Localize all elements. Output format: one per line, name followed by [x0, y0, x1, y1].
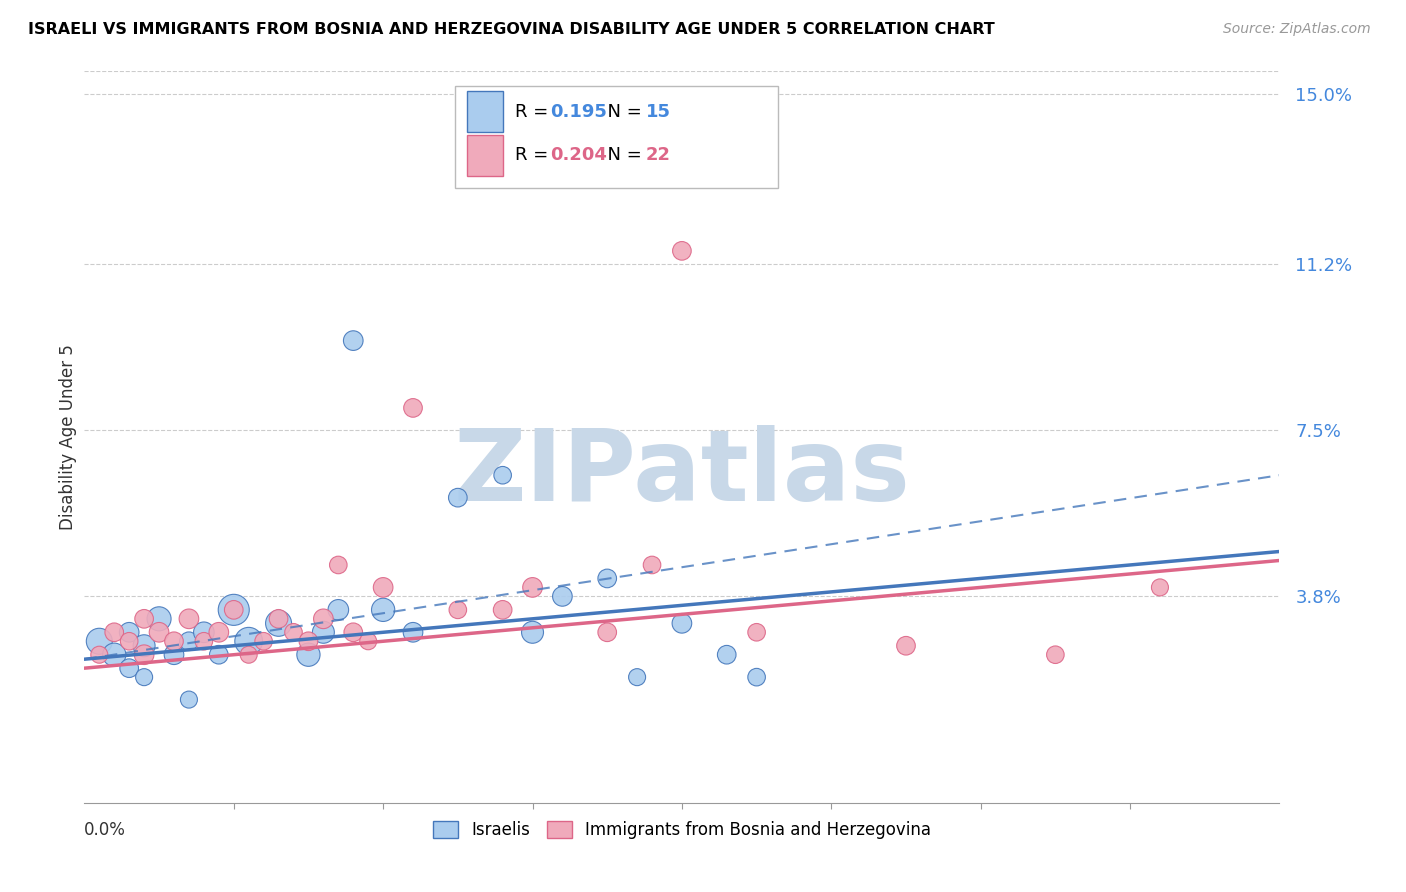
Point: [894, 639, 917, 653]
Y-axis label: Disability Age Under 5: Disability Age Under 5: [59, 344, 77, 530]
Point: [267, 612, 290, 626]
Point: [522, 581, 544, 595]
Point: [208, 625, 231, 640]
Point: [1045, 648, 1067, 662]
Point: [118, 661, 141, 675]
Point: [328, 558, 350, 572]
Point: [373, 581, 395, 595]
Point: [148, 625, 170, 640]
Point: [641, 558, 664, 572]
Point: [177, 634, 200, 648]
Point: [163, 634, 186, 648]
Point: [342, 625, 364, 640]
Point: [357, 634, 380, 648]
Text: 0.195: 0.195: [551, 103, 607, 120]
Point: [118, 625, 141, 640]
Point: [402, 625, 425, 640]
Point: [238, 634, 260, 648]
Point: [671, 244, 693, 258]
Point: [132, 670, 156, 684]
Point: [522, 625, 544, 640]
Point: [283, 625, 305, 640]
Point: [312, 612, 335, 626]
Point: [1149, 581, 1171, 595]
Point: [177, 692, 200, 706]
Point: [745, 625, 768, 640]
Point: [253, 634, 276, 648]
Text: Source: ZipAtlas.com: Source: ZipAtlas.com: [1223, 22, 1371, 37]
Point: [312, 625, 335, 640]
Point: [342, 334, 364, 348]
Point: [238, 648, 260, 662]
Point: [208, 648, 231, 662]
FancyBboxPatch shape: [456, 86, 778, 188]
Point: [373, 603, 395, 617]
Text: N =: N =: [596, 103, 647, 120]
FancyBboxPatch shape: [467, 92, 503, 132]
Point: [222, 603, 245, 617]
Point: [103, 625, 125, 640]
Legend: Israelis, Immigrants from Bosnia and Herzegovina: Israelis, Immigrants from Bosnia and Her…: [426, 814, 938, 846]
Point: [297, 648, 319, 662]
Point: [626, 670, 648, 684]
Point: [118, 634, 141, 648]
Point: [596, 571, 619, 585]
Text: 0.204: 0.204: [551, 146, 607, 164]
Point: [177, 612, 200, 626]
Point: [163, 648, 186, 662]
Point: [671, 616, 693, 631]
Point: [103, 648, 125, 662]
Point: [89, 634, 111, 648]
Point: [551, 590, 574, 604]
Point: [492, 603, 515, 617]
Point: [132, 648, 156, 662]
Point: [132, 612, 156, 626]
Text: 22: 22: [647, 146, 671, 164]
Text: R =: R =: [515, 146, 554, 164]
Point: [89, 648, 111, 662]
Text: 0.0%: 0.0%: [84, 821, 127, 839]
Text: ZIPatlas: ZIPatlas: [454, 425, 910, 522]
Point: [402, 401, 425, 415]
Text: R =: R =: [515, 103, 554, 120]
Point: [193, 625, 215, 640]
Point: [492, 468, 515, 483]
Point: [132, 639, 156, 653]
Point: [745, 670, 768, 684]
Point: [447, 603, 470, 617]
Text: 15: 15: [647, 103, 671, 120]
Point: [328, 603, 350, 617]
Point: [297, 634, 319, 648]
Text: ISRAELI VS IMMIGRANTS FROM BOSNIA AND HERZEGOVINA DISABILITY AGE UNDER 5 CORRELA: ISRAELI VS IMMIGRANTS FROM BOSNIA AND HE…: [28, 22, 995, 37]
Point: [222, 603, 245, 617]
Point: [447, 491, 470, 505]
Point: [716, 648, 738, 662]
Point: [193, 634, 215, 648]
Point: [596, 625, 619, 640]
Point: [148, 612, 170, 626]
Text: N =: N =: [596, 146, 647, 164]
Point: [267, 616, 290, 631]
FancyBboxPatch shape: [467, 136, 503, 176]
